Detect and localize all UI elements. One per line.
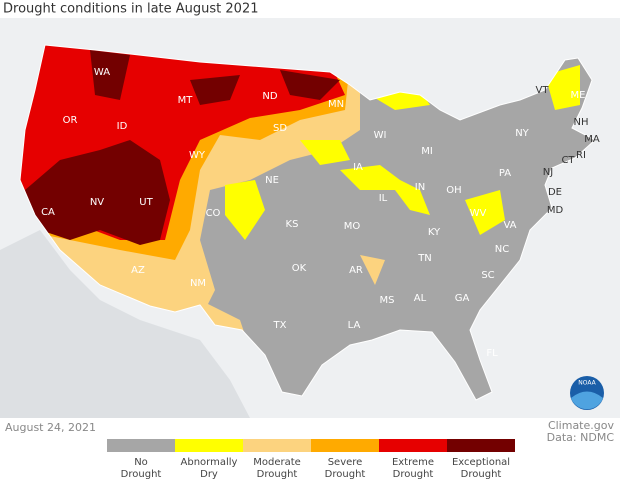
legend-label: Drought: [325, 469, 366, 480]
state-label: NE: [265, 175, 279, 186]
credit: Climate.gov: [548, 419, 615, 432]
us-outline: [19, 44, 596, 401]
state-label: NJ: [543, 167, 553, 178]
state-label: ID: [117, 121, 128, 132]
legend-label: Abnormally: [181, 457, 238, 468]
state-label: MN: [328, 99, 344, 110]
date: August 24, 2021: [5, 421, 96, 434]
noaa-logo: NOAA: [570, 376, 604, 410]
logo-text: NOAA: [578, 380, 596, 387]
state-label: WI: [374, 130, 387, 141]
state-label: VA: [503, 220, 516, 231]
state-label: NC: [495, 244, 509, 255]
state-label: LA: [348, 320, 361, 331]
legend-label: Moderate: [253, 457, 301, 468]
abnormally-dry-area: [225, 65, 580, 240]
legend-swatch: [311, 439, 379, 452]
state-label: OH: [446, 185, 461, 196]
land-outside: [0, 230, 250, 418]
state-label: CA: [41, 207, 55, 218]
state-label: VT: [536, 85, 550, 96]
state-label: MI: [421, 146, 433, 157]
legend-swatch: [175, 439, 243, 452]
state-label: MO: [344, 221, 361, 232]
state-label: AL: [414, 293, 427, 304]
legend-swatch: [243, 439, 311, 452]
state-label: NM: [190, 278, 206, 289]
state-label: ND: [262, 91, 277, 102]
exceptional-area: [25, 50, 340, 245]
state-label: MT: [178, 95, 194, 106]
legend-label: Drought: [121, 469, 162, 480]
legend-label: Drought: [461, 469, 502, 480]
state-label: TN: [417, 253, 432, 264]
logo-wave: [571, 391, 603, 410]
state-label: PA: [499, 168, 511, 179]
state-label: DE: [548, 187, 562, 198]
state-label: WY: [189, 150, 206, 161]
state-label: TX: [273, 320, 287, 331]
state-label: WV: [470, 208, 487, 219]
state-label: MA: [584, 134, 600, 145]
state-label: IA: [353, 162, 363, 173]
state-label: IL: [379, 193, 388, 204]
state-label: CO: [206, 208, 221, 219]
state-label: SC: [481, 270, 494, 281]
state-label: SD: [273, 123, 287, 134]
legend-swatch: [107, 439, 175, 452]
state-label: IN: [415, 182, 425, 193]
legend-label: Severe: [328, 457, 363, 468]
state-label: UT: [139, 197, 153, 208]
state-label: RI: [576, 150, 586, 161]
state-label: FL: [486, 348, 498, 359]
legend-label: Drought: [393, 469, 434, 480]
title: Drought conditions in late August 2021: [3, 2, 259, 17]
legend-swatch: [379, 439, 447, 452]
state-label: AZ: [131, 265, 145, 276]
state-label: NH: [574, 117, 589, 128]
state-label: KS: [286, 219, 299, 230]
legend-label: Exceptional: [452, 457, 510, 468]
credit: Data: NDMC: [547, 431, 615, 444]
legend-label: No: [134, 457, 148, 468]
legend: NoDroughtAbnormallyDryModerateDroughtSev…: [107, 439, 515, 480]
state-label: MS: [380, 295, 395, 306]
legend-label: Dry: [200, 469, 218, 480]
legend-swatch: [447, 439, 515, 452]
state-label: AR: [349, 265, 363, 276]
state-label: NY: [515, 128, 529, 139]
state-label: OK: [292, 263, 307, 274]
state-label: WA: [94, 67, 110, 78]
state-label: MD: [547, 205, 564, 216]
state-labels: WA OR CA NV ID MT WY UT AZ CO NM ND SD NE KS OK TX MN IA MO…: [41, 67, 600, 359]
legend-label: Drought: [257, 469, 298, 480]
state-label: KY: [428, 227, 441, 238]
state-label: OR: [63, 115, 78, 126]
state-label: NV: [90, 197, 104, 208]
state-label: GA: [455, 293, 470, 304]
state-label: ME: [571, 90, 586, 101]
state-label: CT: [561, 155, 575, 166]
legend-label: Extreme: [392, 457, 434, 468]
